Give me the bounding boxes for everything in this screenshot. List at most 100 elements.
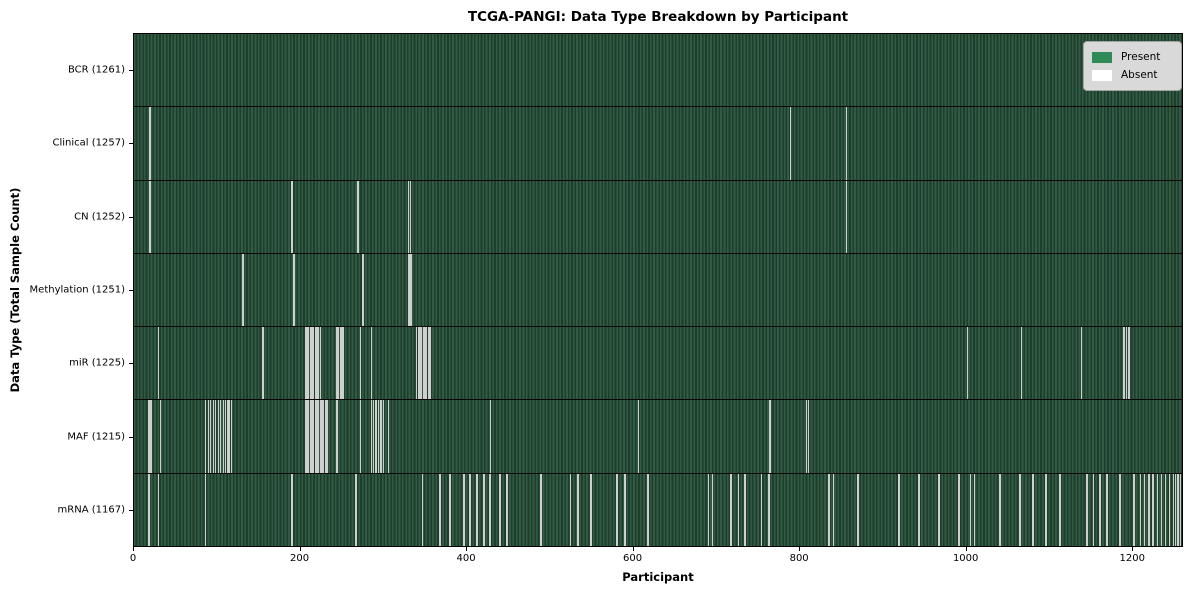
absent-mark [1086, 473, 1089, 546]
absent-mark [958, 473, 961, 546]
absent-mark [311, 327, 313, 400]
absent-mark [638, 400, 640, 473]
absent-mark [316, 327, 318, 400]
absent-mark [569, 473, 572, 546]
absent-mark [439, 473, 441, 546]
absent-mark [371, 400, 373, 473]
x-tick-label: 200 [289, 553, 310, 564]
absent-mark [426, 327, 428, 400]
absent-mark [355, 473, 357, 546]
legend-item-absent: Absent [1092, 66, 1173, 84]
absent-mark [291, 473, 293, 546]
chart-title: TCGA-PANGI: Data Type Breakdown by Parti… [467, 9, 849, 25]
absent-mark [807, 400, 809, 473]
absent-mark [918, 473, 921, 546]
absent-mark [1152, 473, 1154, 546]
absent-mark [416, 327, 418, 400]
absent-mark [1120, 473, 1122, 546]
absent-mark [616, 473, 618, 546]
absent-mark [1127, 327, 1129, 400]
absent-mark [1148, 473, 1150, 546]
absent-mark [1174, 473, 1177, 546]
absent-mark [321, 400, 323, 473]
absent-mark [475, 473, 478, 546]
absent-mark [1019, 473, 1021, 546]
absent-mark [421, 473, 424, 546]
heatmap-row-Methylation [134, 253, 1182, 328]
absent-mark [744, 473, 746, 546]
absent-mark [379, 400, 381, 473]
absent-mark [1092, 473, 1094, 546]
y-tick-label-BCR: BCR (1261) [67, 64, 125, 76]
absent-mark [712, 473, 714, 546]
absent-mark [858, 473, 860, 546]
absent-mark [1032, 473, 1034, 546]
absent-mark [309, 400, 311, 473]
absent-mark [408, 253, 410, 327]
absent-mark [205, 473, 207, 546]
absent-mark [291, 180, 293, 253]
absent-mark [409, 180, 411, 253]
heatmap-row-mRNA [134, 473, 1182, 546]
absent-mark [805, 400, 808, 473]
absent-mark [410, 253, 412, 327]
absent-mark [429, 327, 431, 400]
absent-mark [381, 400, 383, 473]
x-tick-mark [632, 547, 634, 551]
absent-mark [647, 473, 649, 546]
absent-mark [148, 180, 150, 253]
absent-mark [967, 327, 969, 400]
absent-mark [374, 400, 376, 473]
absent-mark [440, 473, 442, 546]
absent-mark [339, 327, 341, 400]
absent-mark [589, 473, 592, 546]
legend-label-present: Present [1121, 51, 1161, 63]
absent-mark [324, 400, 326, 473]
absent-mark [590, 473, 592, 546]
y-tick-mark [129, 69, 133, 71]
absent-mark [149, 180, 151, 253]
absent-mark [463, 473, 465, 546]
absent-mark [623, 473, 626, 546]
absent-mark [357, 180, 359, 253]
absent-mark [318, 400, 320, 473]
absent-mark [147, 400, 149, 473]
absent-mark [938, 473, 941, 546]
absent-mark [1018, 473, 1020, 546]
absent-mark [1160, 473, 1162, 546]
absent-mark [314, 400, 316, 473]
y-tick-mark [129, 436, 133, 438]
absent-mark [899, 473, 901, 546]
absent-mark [730, 473, 732, 546]
legend-label-absent: Absent [1121, 69, 1158, 81]
absent-mark [1123, 327, 1125, 400]
absent-mark [160, 400, 162, 473]
absent-mark [1156, 473, 1158, 546]
absent-mark [707, 473, 710, 546]
absent-mark [938, 473, 940, 546]
absent-mark [1021, 327, 1023, 400]
absent-mark [411, 253, 413, 327]
absent-mark [157, 473, 159, 546]
absent-mark [225, 400, 227, 473]
absent-mark [309, 327, 311, 400]
heatmap-row-MAF [134, 400, 1182, 474]
absent-mark [419, 327, 421, 400]
absent-mark [372, 400, 375, 473]
absent-mark [506, 473, 508, 546]
absent-mark [1099, 473, 1101, 546]
absent-mark [469, 473, 471, 546]
absent-mark [376, 400, 378, 473]
absent-mark [1046, 473, 1048, 546]
absent-mark [212, 400, 214, 473]
y-tick-label-Clinical: Clinical (1257) [52, 137, 126, 149]
absent-mark [424, 327, 426, 400]
absent-mark [1045, 473, 1047, 546]
heatmap-row-Clinical [134, 107, 1182, 181]
absent-mark [898, 473, 900, 546]
x-tick-mark [299, 547, 301, 551]
absent-mark [293, 253, 295, 327]
absent-mark [1164, 473, 1167, 546]
absent-mark [1105, 473, 1108, 546]
absent-mark [1178, 473, 1180, 546]
